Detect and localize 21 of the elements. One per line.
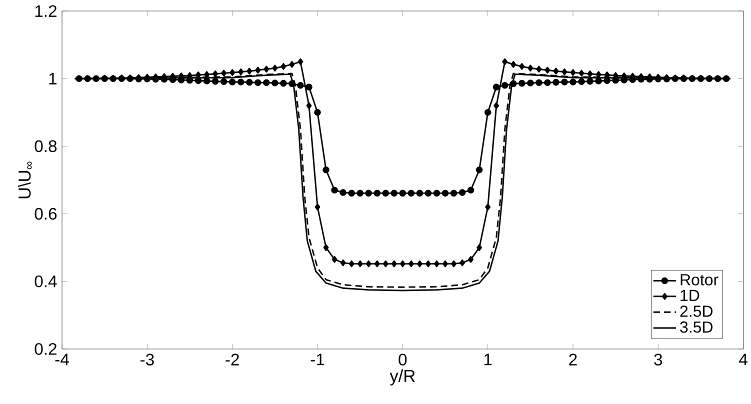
legend-label: 2.5D bbox=[680, 306, 713, 317]
x-tick-label: 1 bbox=[484, 354, 492, 366]
y-axis-title: U\U$_{∞}$ bbox=[18, 162, 32, 198]
legend-label: 3.5D bbox=[680, 321, 713, 333]
y-tick-label: 0.6 bbox=[34, 208, 57, 220]
x-tick-label: 3 bbox=[654, 354, 662, 366]
x-tick-label: 0 bbox=[398, 354, 407, 366]
legend-label: Rotor bbox=[680, 274, 718, 286]
x-tick-label: -3 bbox=[140, 354, 154, 366]
x-tick-label: 2 bbox=[569, 354, 577, 366]
x-tick-label: -1 bbox=[310, 354, 324, 366]
x-tick-label: -2 bbox=[226, 354, 239, 366]
x-tick-label: 4 bbox=[739, 354, 748, 366]
y-tick-label: 0.8 bbox=[34, 140, 57, 152]
y-tick-label: 0.2 bbox=[34, 343, 56, 355]
y-tick-label: 1.2 bbox=[35, 5, 56, 17]
x-tick-label: -4 bbox=[55, 354, 69, 366]
x-axis-title: y/R bbox=[390, 369, 415, 386]
y-tick-label: 0.4 bbox=[34, 276, 57, 288]
y-tick-label: 1 bbox=[49, 72, 56, 84]
legend-label: 1D bbox=[680, 290, 700, 301]
